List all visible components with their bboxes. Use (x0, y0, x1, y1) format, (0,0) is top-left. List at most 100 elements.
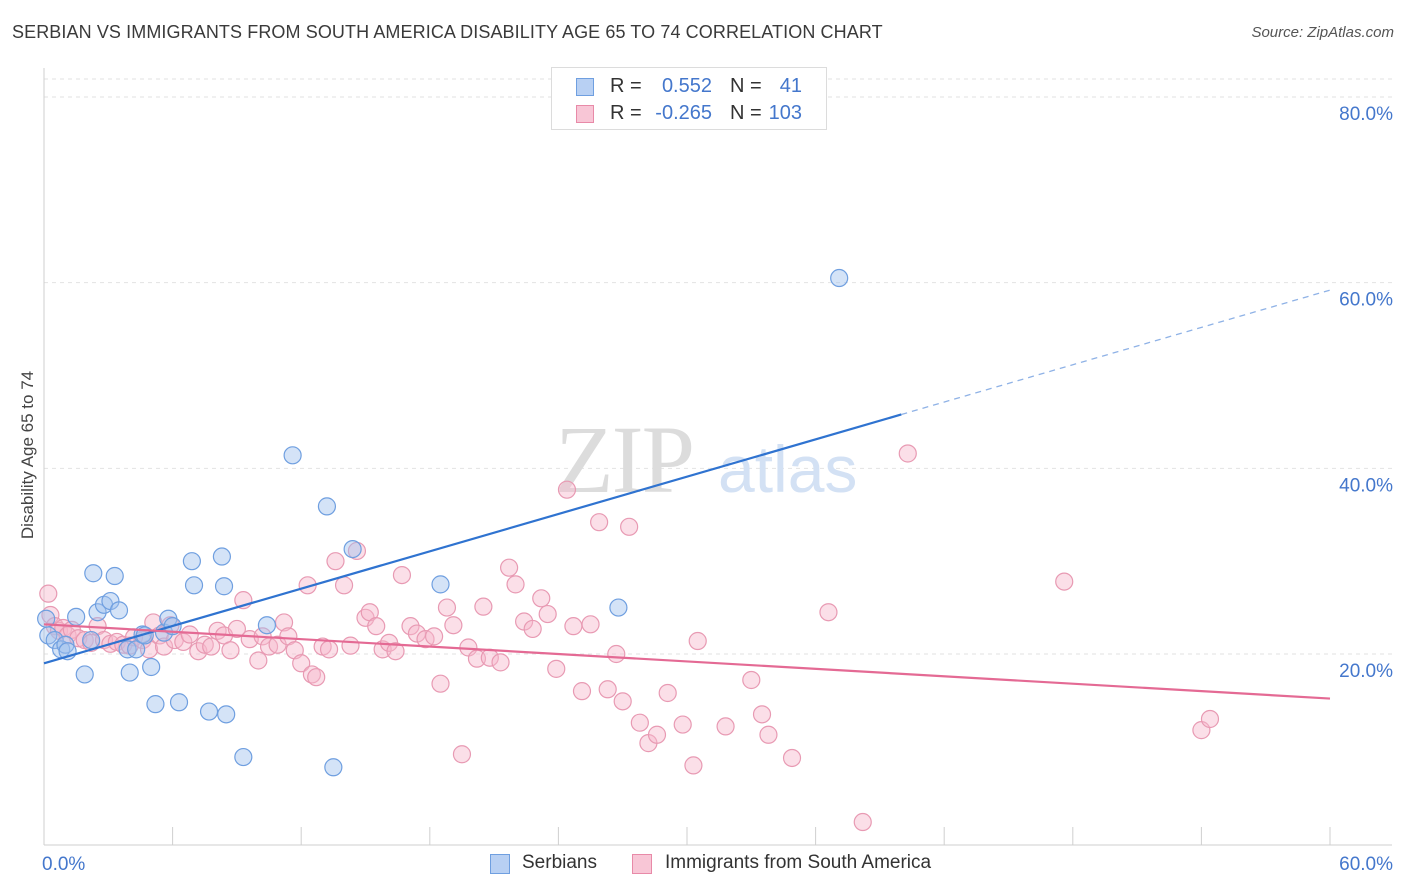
immigrants-point (154, 637, 174, 656)
immigrants-point (742, 670, 761, 690)
serbians-point (317, 497, 337, 516)
immigrants-point (607, 644, 626, 664)
immigrants-point (319, 640, 339, 659)
legend-n-value-immigrants: 103 (768, 102, 802, 124)
serbians-point (199, 702, 219, 721)
immigrants-point (658, 683, 677, 703)
legend-n-value-serbians: 41 (779, 75, 802, 97)
immigrants-point (819, 603, 838, 622)
immigrants-point (613, 692, 632, 711)
immigrants-point (221, 641, 240, 660)
serbians-point (184, 576, 204, 595)
trend-lines (43, 289, 1331, 700)
immigrants-point (564, 617, 583, 636)
watermark: ZIP atlas (555, 406, 857, 513)
serbians-point (67, 607, 86, 626)
bottom-legend-label-serbians: Serbians (522, 852, 597, 873)
immigrants-point (684, 756, 703, 775)
immigrants-point (367, 617, 386, 636)
immigrants-point (688, 631, 707, 651)
immigrants-point (590, 513, 609, 532)
immigrants-point (557, 480, 577, 499)
serbians-trend-line (43, 413, 902, 665)
legend-row-serbians: R = 0.552 N = 41 (552, 75, 826, 99)
serbians-point (257, 616, 277, 635)
serbians-point (343, 539, 362, 559)
serbians-point (609, 598, 628, 617)
immigrants-point (307, 668, 326, 687)
x-tick-label: 60.0% (1339, 854, 1393, 875)
serbians-point (214, 577, 234, 596)
immigrants-point (759, 725, 778, 744)
serbians-point (142, 657, 161, 677)
immigrants-point (572, 682, 592, 701)
y-tick-label: 20.0% (1339, 661, 1393, 682)
immigrants-point (474, 597, 493, 616)
serbians-point (169, 693, 189, 712)
immigrants-point (547, 659, 566, 678)
serbians-point (182, 552, 201, 571)
serbians-point (45, 630, 64, 650)
source-label: Source: ZipAtlas.com (1251, 24, 1394, 41)
immigrants-point (538, 604, 557, 624)
serbians-point (234, 747, 253, 767)
bottom-legend-swatch-immigrants (632, 854, 652, 874)
immigrants-point (392, 565, 412, 585)
immigrants-point (898, 444, 917, 463)
legend-row-immigrants: R = -0.265 N = 103 (552, 102, 826, 126)
serbians-point (146, 695, 165, 714)
immigrants-point (532, 589, 551, 608)
immigrants-point (180, 625, 199, 644)
legend-r-label: R = (610, 75, 642, 97)
immigrants-point (424, 627, 444, 646)
immigrants-point (716, 717, 735, 736)
immigrants-point (853, 812, 872, 832)
immigrants-point (673, 715, 692, 734)
immigrants-point (431, 674, 450, 693)
immigrants-point (341, 636, 360, 655)
legend-swatch-immigrants (576, 105, 594, 123)
immigrants-point (500, 558, 519, 577)
serbians-points (37, 268, 849, 777)
serbians-trend-extension (901, 289, 1331, 416)
immigrants-point (249, 651, 268, 670)
immigrants-point (752, 705, 772, 724)
immigrants-point (452, 745, 472, 764)
axes (43, 68, 1392, 846)
immigrants-point (1200, 709, 1220, 729)
immigrants-point (401, 617, 420, 636)
serbians-point (431, 575, 450, 594)
y-tick-label: 80.0% (1339, 104, 1393, 125)
immigrants-point (334, 576, 354, 595)
legend-r-value-immigrants: -0.265 (655, 102, 712, 124)
immigrants-point (444, 616, 463, 635)
immigrants-point (292, 654, 311, 673)
tick-labels: 20.0% 40.0% 60.0% 80.0% 0.0% 60.0% (42, 104, 1393, 875)
watermark-zip: ZIP (555, 406, 693, 513)
x-tick-label: 0.0% (42, 854, 85, 875)
serbians-point (88, 603, 107, 622)
immigrants-point (620, 517, 639, 536)
legend-swatch-serbians (576, 78, 594, 96)
legend-r-value-serbians: 0.552 (661, 75, 712, 97)
serbians-point (82, 630, 101, 650)
bottom-legend-label-immigrants: Immigrants from South America (665, 852, 932, 873)
bottom-legend-swatch-serbians (490, 854, 510, 874)
serbians-point (105, 566, 124, 586)
immigrants-point (1055, 572, 1074, 591)
serbians-point (324, 758, 343, 777)
serbians-point (75, 665, 94, 684)
immigrants-point (647, 725, 667, 744)
chart-title: SERBIAN VS IMMIGRANTS FROM SOUTH AMERICA… (12, 22, 883, 42)
y-tick-label: 60.0% (1339, 290, 1393, 311)
immigrants-point (782, 748, 802, 768)
serbians-point (283, 446, 302, 465)
immigrants-points (39, 444, 1220, 832)
serbians-point (830, 268, 849, 288)
immigrants-point (491, 653, 510, 672)
serbians-point (109, 601, 129, 620)
immigrants-point (437, 598, 457, 617)
watermark-atlas: atlas (718, 432, 857, 506)
immigrants-point (326, 552, 345, 571)
